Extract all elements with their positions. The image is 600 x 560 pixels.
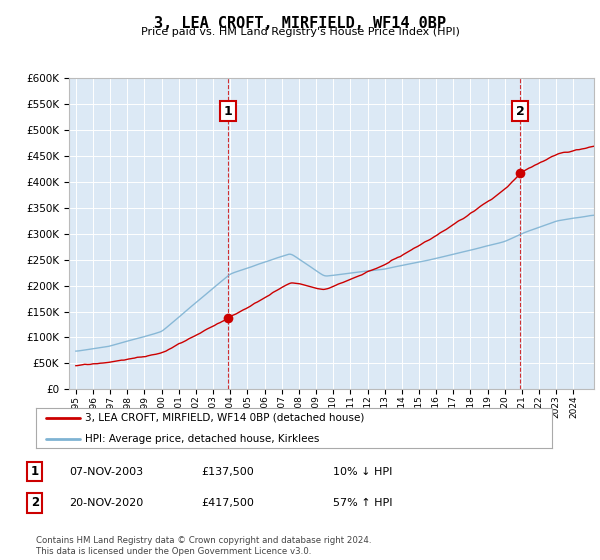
Text: 57% ↑ HPI: 57% ↑ HPI: [333, 498, 392, 508]
Text: HPI: Average price, detached house, Kirklees: HPI: Average price, detached house, Kirk…: [85, 434, 319, 444]
Text: 10% ↓ HPI: 10% ↓ HPI: [333, 466, 392, 477]
Text: 2: 2: [515, 105, 524, 118]
Text: 20-NOV-2020: 20-NOV-2020: [69, 498, 143, 508]
Text: 3, LEA CROFT, MIRFIELD, WF14 0BP: 3, LEA CROFT, MIRFIELD, WF14 0BP: [154, 16, 446, 31]
Text: 1: 1: [224, 105, 233, 118]
Text: 07-NOV-2003: 07-NOV-2003: [69, 466, 143, 477]
Text: 1: 1: [31, 465, 39, 478]
Text: £417,500: £417,500: [201, 498, 254, 508]
Text: Contains HM Land Registry data © Crown copyright and database right 2024.
This d: Contains HM Land Registry data © Crown c…: [36, 536, 371, 556]
Text: £137,500: £137,500: [201, 466, 254, 477]
Text: 2: 2: [31, 496, 39, 510]
Text: Price paid vs. HM Land Registry's House Price Index (HPI): Price paid vs. HM Land Registry's House …: [140, 27, 460, 37]
Text: 3, LEA CROFT, MIRFIELD, WF14 0BP (detached house): 3, LEA CROFT, MIRFIELD, WF14 0BP (detach…: [85, 413, 364, 423]
